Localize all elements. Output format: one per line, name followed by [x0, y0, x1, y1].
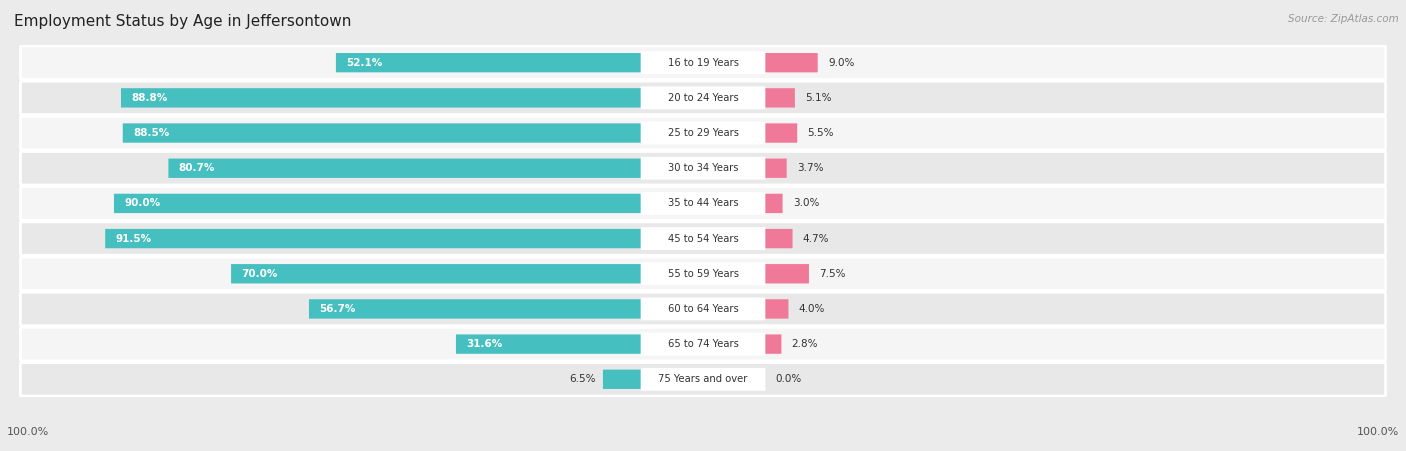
FancyBboxPatch shape [21, 152, 1385, 185]
FancyBboxPatch shape [121, 88, 641, 107]
FancyBboxPatch shape [21, 116, 1385, 150]
Text: 75 Years and over: 75 Years and over [658, 374, 748, 384]
FancyBboxPatch shape [456, 335, 641, 354]
FancyBboxPatch shape [114, 194, 641, 213]
Text: Source: ZipAtlas.com: Source: ZipAtlas.com [1288, 14, 1399, 23]
FancyBboxPatch shape [122, 124, 641, 143]
FancyBboxPatch shape [765, 335, 782, 354]
Text: 60 to 64 Years: 60 to 64 Years [668, 304, 738, 314]
FancyBboxPatch shape [765, 159, 787, 178]
FancyBboxPatch shape [641, 122, 765, 144]
FancyBboxPatch shape [641, 87, 765, 109]
Text: 88.5%: 88.5% [134, 128, 169, 138]
FancyBboxPatch shape [765, 194, 783, 213]
Text: 6.5%: 6.5% [569, 374, 596, 384]
FancyBboxPatch shape [21, 46, 1385, 79]
FancyBboxPatch shape [21, 257, 1385, 290]
FancyBboxPatch shape [105, 229, 641, 248]
Text: 5.1%: 5.1% [806, 93, 832, 103]
Text: 35 to 44 Years: 35 to 44 Years [668, 198, 738, 208]
FancyBboxPatch shape [21, 81, 1385, 115]
Text: 56.7%: 56.7% [319, 304, 356, 314]
Text: 100.0%: 100.0% [7, 428, 49, 437]
Text: 52.1%: 52.1% [346, 58, 382, 68]
FancyBboxPatch shape [765, 53, 818, 72]
Text: 0.0%: 0.0% [775, 374, 801, 384]
Text: 3.7%: 3.7% [797, 163, 824, 173]
FancyBboxPatch shape [231, 264, 641, 283]
Text: 90.0%: 90.0% [124, 198, 160, 208]
FancyBboxPatch shape [765, 88, 794, 107]
FancyBboxPatch shape [309, 299, 641, 318]
Text: 100.0%: 100.0% [1357, 428, 1399, 437]
Text: 45 to 54 Years: 45 to 54 Years [668, 234, 738, 244]
Text: 4.7%: 4.7% [803, 234, 830, 244]
FancyBboxPatch shape [765, 229, 793, 248]
FancyBboxPatch shape [765, 299, 789, 318]
Text: 2.8%: 2.8% [792, 339, 818, 349]
FancyBboxPatch shape [641, 262, 765, 285]
FancyBboxPatch shape [21, 187, 1385, 220]
Text: 16 to 19 Years: 16 to 19 Years [668, 58, 738, 68]
Text: Employment Status by Age in Jeffersontown: Employment Status by Age in Jeffersontow… [14, 14, 352, 28]
Text: 20 to 24 Years: 20 to 24 Years [668, 93, 738, 103]
FancyBboxPatch shape [641, 227, 765, 250]
FancyBboxPatch shape [21, 327, 1385, 361]
FancyBboxPatch shape [641, 333, 765, 355]
Text: 88.8%: 88.8% [131, 93, 167, 103]
FancyBboxPatch shape [21, 292, 1385, 326]
FancyBboxPatch shape [765, 264, 808, 283]
Text: 7.5%: 7.5% [820, 269, 846, 279]
Text: 55 to 59 Years: 55 to 59 Years [668, 269, 738, 279]
Text: 5.5%: 5.5% [807, 128, 834, 138]
FancyBboxPatch shape [765, 124, 797, 143]
FancyBboxPatch shape [641, 51, 765, 74]
Text: 3.0%: 3.0% [793, 198, 820, 208]
FancyBboxPatch shape [21, 222, 1385, 255]
Text: 4.0%: 4.0% [799, 304, 825, 314]
Text: 70.0%: 70.0% [242, 269, 278, 279]
Text: 30 to 34 Years: 30 to 34 Years [668, 163, 738, 173]
FancyBboxPatch shape [21, 363, 1385, 396]
FancyBboxPatch shape [336, 53, 641, 72]
Text: 80.7%: 80.7% [179, 163, 215, 173]
FancyBboxPatch shape [641, 298, 765, 320]
FancyBboxPatch shape [603, 370, 641, 389]
Text: 91.5%: 91.5% [115, 234, 152, 244]
FancyBboxPatch shape [641, 157, 765, 179]
Text: 25 to 29 Years: 25 to 29 Years [668, 128, 738, 138]
FancyBboxPatch shape [641, 368, 765, 391]
Text: 9.0%: 9.0% [828, 58, 855, 68]
FancyBboxPatch shape [169, 159, 641, 178]
FancyBboxPatch shape [641, 192, 765, 215]
Text: 65 to 74 Years: 65 to 74 Years [668, 339, 738, 349]
Text: 31.6%: 31.6% [467, 339, 502, 349]
